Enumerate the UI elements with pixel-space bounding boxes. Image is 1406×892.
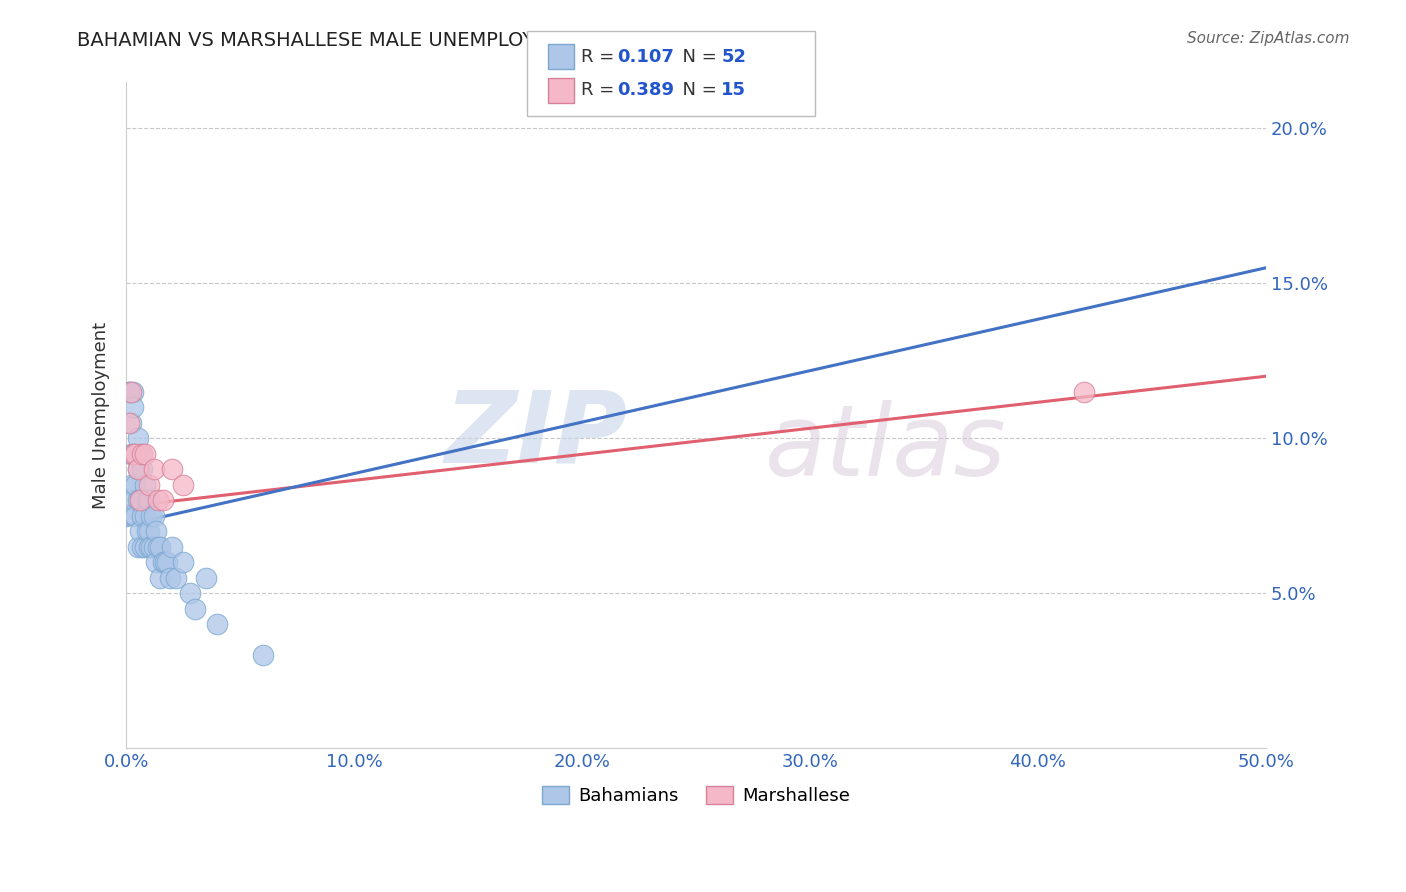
Point [142, 508, 165, 523]
Point [152, 555, 174, 569]
Point [195, 571, 218, 585]
Point [129, 447, 152, 461]
Text: 15: 15 [721, 81, 747, 99]
Point [127, 462, 149, 476]
Y-axis label: Male Unemployment: Male Unemployment [93, 321, 110, 508]
Point [145, 524, 167, 538]
Point [117, 384, 139, 399]
Point [134, 540, 156, 554]
Point [134, 477, 156, 491]
Text: BAHAMIAN VS MARSHALLESE MALE UNEMPLOYMENT CORRELATION CHART: BAHAMIAN VS MARSHALLESE MALE UNEMPLOYMEN… [77, 31, 807, 50]
Point [122, 401, 145, 415]
Text: 0.389: 0.389 [617, 81, 675, 99]
Point [117, 416, 139, 430]
Point [129, 493, 152, 508]
Point [127, 540, 149, 554]
Point [138, 540, 160, 554]
Point [138, 524, 160, 538]
Text: N =: N = [671, 81, 723, 99]
Point [1073, 384, 1095, 399]
Point [120, 416, 142, 430]
Point [120, 447, 142, 461]
Point [131, 462, 153, 476]
Text: R =: R = [581, 48, 620, 66]
Point [141, 508, 163, 523]
Point [172, 555, 194, 569]
Point [129, 493, 152, 508]
Point [115, 508, 138, 523]
Point [135, 493, 157, 508]
Point [138, 493, 160, 508]
Point [148, 493, 170, 508]
Point [117, 384, 139, 399]
Point [172, 477, 194, 491]
Point [120, 384, 142, 399]
Point [152, 493, 174, 508]
Point [159, 571, 181, 585]
Point [134, 447, 156, 461]
Point [131, 540, 153, 554]
Point [129, 524, 152, 538]
Point [156, 555, 179, 569]
Point [134, 508, 156, 523]
Point [153, 555, 176, 569]
Point [252, 648, 274, 662]
Point [122, 493, 145, 508]
Point [131, 447, 153, 461]
Point [124, 508, 146, 523]
Text: R =: R = [581, 81, 620, 99]
Point [148, 540, 170, 554]
Point [120, 477, 142, 491]
Point [145, 555, 167, 569]
Point [127, 431, 149, 445]
Point [183, 601, 205, 615]
Point [160, 540, 183, 554]
Point [124, 447, 146, 461]
Point [124, 477, 146, 491]
Point [124, 447, 146, 461]
Text: Source: ZipAtlas.com: Source: ZipAtlas.com [1187, 31, 1350, 46]
Point [179, 586, 201, 600]
Text: N =: N = [671, 48, 723, 66]
Legend: Bahamians, Marshallese: Bahamians, Marshallese [536, 779, 858, 813]
Point [122, 447, 145, 461]
Text: atlas: atlas [765, 400, 1007, 497]
Point [207, 617, 229, 632]
Text: 0.107: 0.107 [617, 48, 673, 66]
Point [149, 540, 172, 554]
Point [149, 571, 172, 585]
Point [122, 384, 145, 399]
Point [131, 508, 153, 523]
Point [138, 477, 160, 491]
Point [141, 540, 163, 554]
Point [160, 462, 183, 476]
Point [142, 540, 165, 554]
Text: ZIP: ZIP [444, 386, 627, 483]
Point [127, 462, 149, 476]
Point [135, 524, 157, 538]
Point [122, 447, 145, 461]
Point [142, 462, 165, 476]
Point [165, 571, 187, 585]
Text: 52: 52 [721, 48, 747, 66]
Point [127, 493, 149, 508]
